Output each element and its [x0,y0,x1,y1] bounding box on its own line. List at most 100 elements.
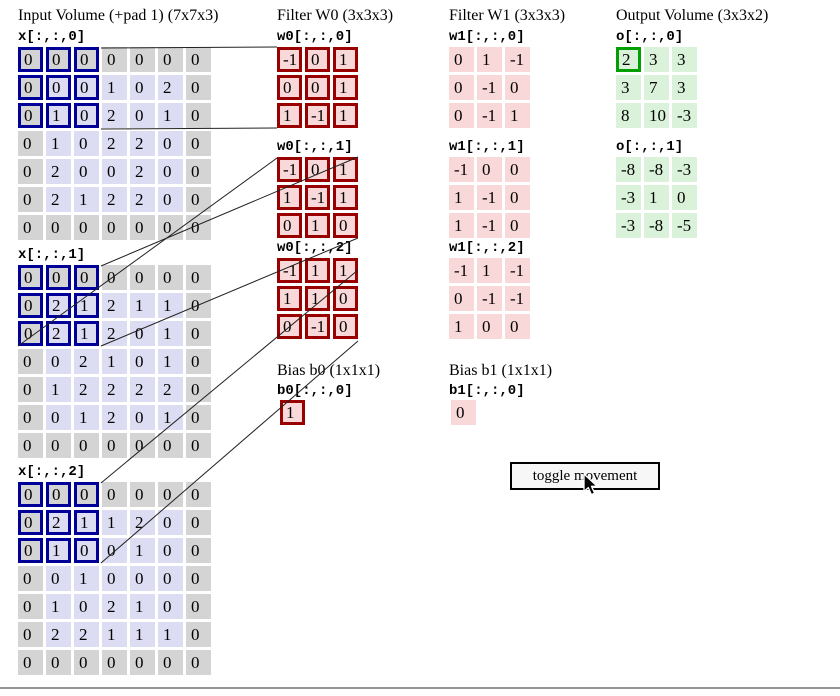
grid-cell: 0 [305,75,330,100]
grid-cell: 0 [277,314,302,339]
grid-cell: 0 [102,433,127,458]
grid-cell: 0 [74,650,99,675]
input-volume-title: Input Volume (+pad 1) (7x7x3) [18,7,219,24]
grid-cell: -1 [449,157,474,182]
grid-cell: 0 [46,650,71,675]
grid-cell: 0 [186,349,211,374]
grid-cell: 0 [477,314,502,339]
grid-cell: 0 [158,433,183,458]
toggle-movement-button[interactable]: toggle movement [510,462,660,490]
grid-cell: 1 [46,131,71,156]
grid-cell: 0 [186,566,211,591]
grid-cell: 2 [158,377,183,402]
grid-cell: 0 [130,321,155,346]
grid-cell: -3 [616,213,641,238]
grid-cell: 0 [74,47,99,72]
grid-cell: 0 [130,215,155,240]
grid-cell: 0 [74,103,99,128]
grid-cell: 0 [130,265,155,290]
grid-cell: 1 [158,349,183,374]
grid-cell: 0 [505,213,530,238]
o-slice-1-grid: -8 -8 -3 -3 1 0 -3 -8 -5 [616,157,697,238]
grid-cell: 0 [74,265,99,290]
w0-slice-0-label: w0[:,:,0] [277,29,353,45]
grid-cell: 0 [158,566,183,591]
grid-cell: 2 [46,510,71,535]
grid-cell: 0 [186,159,211,184]
grid-cell: 0 [186,321,211,346]
grid-cell: -1 [277,47,302,72]
grid-cell: 1 [74,566,99,591]
o-slice-0-grid: 2 3 3 3 7 3 8 10 -3 [616,47,697,128]
grid-cell: 0 [186,377,211,402]
grid-cell: 1 [130,594,155,619]
grid-cell: 1 [102,349,127,374]
grid-cell: 2 [130,510,155,535]
grid-cell: 2 [102,103,127,128]
grid-cell: -1 [477,75,502,100]
grid-cell: 0 [18,622,43,647]
grid-cell: -1 [477,286,502,311]
grid-cell: 0 [158,265,183,290]
grid-cell: 1 [158,622,183,647]
grid-cell: 1 [46,594,71,619]
grid-cell: 0 [186,433,211,458]
grid-cell: 1 [333,157,358,182]
grid-cell: 1 [158,405,183,430]
grid-cell: 0 [186,47,211,72]
grid-cell: 1 [102,510,127,535]
bias-b1-cell: 0 [451,400,476,425]
grid-cell: 1 [333,185,358,210]
grid-cell: 0 [186,187,211,212]
o-slice-0-label: o[:,:,0] [616,29,684,45]
grid-cell: 0 [102,566,127,591]
grid-cell: 0 [333,314,358,339]
grid-cell: 0 [18,159,43,184]
grid-cell: 0 [158,215,183,240]
grid-cell: 0 [18,650,43,675]
filter-w1-title: Filter W1 (3x3x3) [449,7,566,24]
grid-cell: 2 [130,377,155,402]
w1-slice-2-grid: -1 1 -1 0 -1 -1 1 0 0 [449,258,530,339]
grid-cell: 0 [46,47,71,72]
grid-cell: 1 [477,47,502,72]
o-slice-1-label: o[:,:,1] [616,139,684,155]
w0-slice-1-grid: -1 0 1 1 -1 1 0 1 0 [277,157,358,238]
grid-cell: 0 [18,187,43,212]
grid-cell: 0 [158,538,183,563]
grid-cell: 3 [672,47,697,72]
grid-cell: 1 [130,538,155,563]
grid-cell: 1 [449,213,474,238]
grid-cell: 0 [305,47,330,72]
filter-w0-title: Filter W0 (3x3x3) [277,7,394,24]
grid-cell: 2 [46,293,71,318]
grid-cell: -3 [616,185,641,210]
grid-cell: 0 [102,538,127,563]
grid-cell: -1 [505,258,530,283]
grid-cell: 0 [449,47,474,72]
grid-cell: 0 [102,265,127,290]
grid-cell: 0 [18,566,43,591]
grid-cell: 2 [102,405,127,430]
grid-cell: 0 [130,47,155,72]
grid-cell: 0 [449,75,474,100]
grid-cell: -1 [449,258,474,283]
bias-b0-cell: 1 [280,400,305,425]
grid-cell: 0 [18,405,43,430]
grid-cell: 0 [46,215,71,240]
grid-cell: 2 [74,622,99,647]
grid-cell: 2 [102,187,127,212]
grid-cell: 1 [333,258,358,283]
w0-slice-2-grid: -1 1 1 1 1 0 0 -1 0 [277,258,358,339]
grid-cell: 0 [158,482,183,507]
grid-cell: 0 [186,482,211,507]
grid-cell: 0 [18,47,43,72]
grid-cell: 1 [277,286,302,311]
grid-cell: 0 [46,433,71,458]
grid-cell: 0 [186,103,211,128]
grid-cell: 0 [18,131,43,156]
grid-cell: 2 [616,47,641,72]
grid-cell: 0 [186,650,211,675]
